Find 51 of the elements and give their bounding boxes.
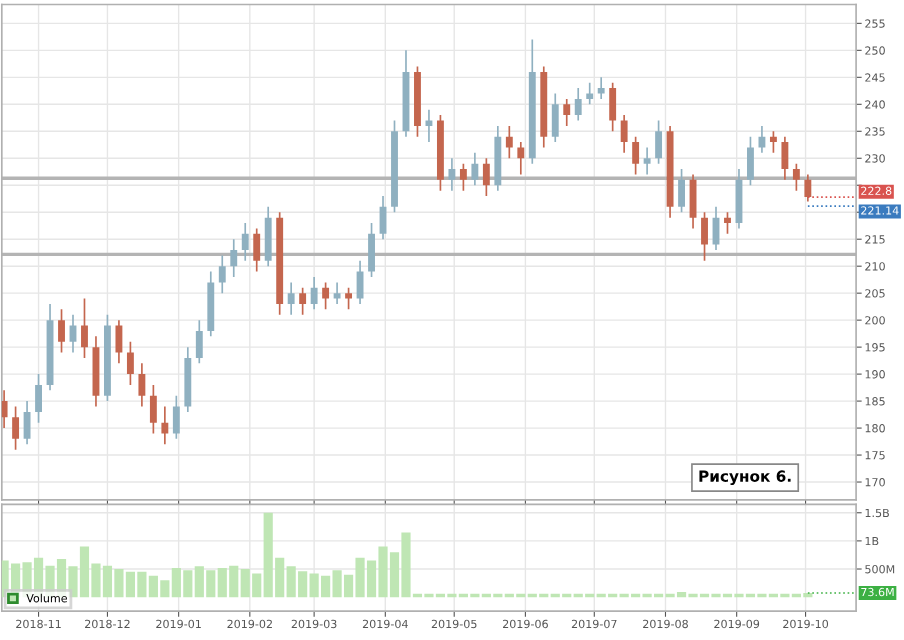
candlestick — [264, 205, 272, 268]
candlestick — [287, 281, 295, 316]
candlestick — [241, 222, 249, 262]
candlestick — [448, 157, 456, 192]
candlestick — [310, 276, 318, 311]
candlestick — [781, 135, 789, 181]
candlestick — [115, 319, 123, 365]
candlestick — [563, 98, 571, 127]
candlestick — [1, 389, 8, 429]
candlestick — [551, 92, 559, 143]
candlestick — [471, 152, 479, 187]
candlestick — [758, 125, 766, 154]
candlestick — [643, 146, 651, 176]
candlestick — [58, 308, 65, 354]
candlestick — [482, 157, 490, 197]
candlestick — [35, 373, 42, 424]
candlestick — [299, 286, 307, 316]
candlestick — [345, 286, 353, 311]
candlestick — [333, 281, 341, 305]
candlestick — [253, 227, 261, 273]
candlestick — [701, 211, 708, 262]
candlestick — [586, 81, 594, 106]
candlestick — [724, 211, 731, 235]
candlestick — [678, 168, 685, 214]
candlestick — [609, 81, 617, 133]
candlestick — [368, 222, 375, 278]
candlestick — [161, 405, 169, 446]
candlestick — [747, 135, 754, 187]
candlestick — [597, 76, 605, 100]
candlestick — [792, 162, 800, 192]
candlestick — [81, 297, 88, 359]
candlestick — [620, 114, 628, 154]
candlestick — [655, 119, 663, 165]
candlestick — [172, 394, 180, 440]
candlestick — [459, 162, 467, 192]
candlestick — [517, 141, 525, 176]
candlestick — [126, 340, 134, 386]
candlestick — [574, 87, 582, 122]
candlestick — [505, 125, 513, 160]
candlestick — [218, 254, 226, 295]
candlestick — [322, 281, 330, 311]
candlestick — [149, 384, 157, 435]
candlestick — [230, 238, 238, 278]
candlestick — [804, 173, 812, 203]
candlestick — [195, 319, 203, 365]
candlestick — [632, 135, 640, 176]
candlestick — [12, 405, 20, 451]
candlestick — [23, 400, 31, 446]
candlestick — [138, 362, 146, 408]
candlestick — [425, 108, 433, 143]
candlestick — [769, 130, 777, 154]
